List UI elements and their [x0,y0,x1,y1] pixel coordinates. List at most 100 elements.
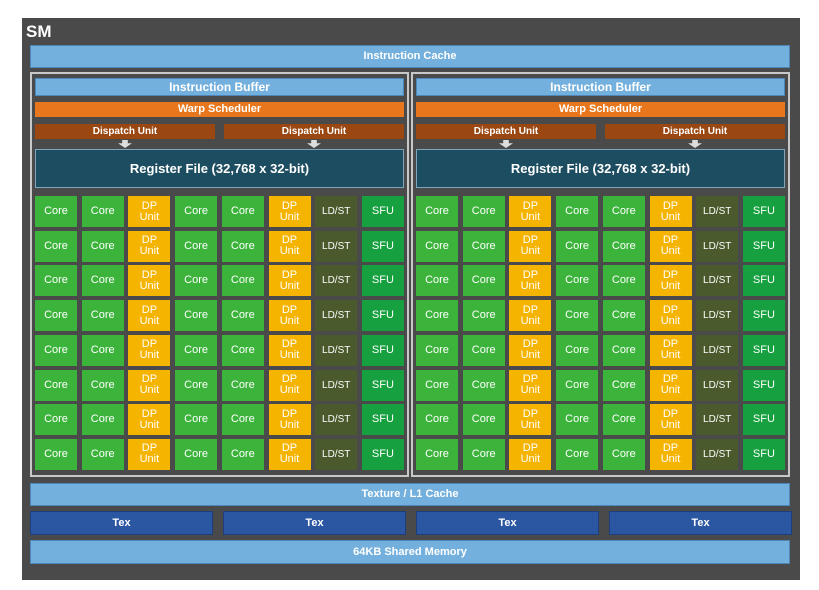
unit-cell: DP Unit [128,369,171,401]
unit-cell: DP Unit [268,369,311,401]
unit-cell: DP Unit [128,265,171,297]
unit-cell: Core [556,196,599,227]
unit-cell: DP Unit [509,265,552,297]
arrow [499,140,513,148]
unit-cell: Core [175,334,218,366]
unit-cell: SFU [742,196,785,227]
unit-cell: Core [81,438,124,470]
unit-cell: Core [602,196,645,227]
unit-cell: LD/ST [696,265,739,297]
unit-cell: Core [81,265,124,297]
instruction-cache: Instruction Cache [30,45,790,68]
unit-cell: Core [221,404,264,436]
unit-cell: DP Unit [268,300,311,332]
unit-cell: DP Unit [509,404,552,436]
unit-cell: Core [602,300,645,332]
unit-cell: DP Unit [509,438,552,470]
unit-cell: Core [81,230,124,262]
unit-cell: Core [221,196,264,227]
unit-cell: Core [556,230,599,262]
arrow [118,140,132,148]
unit-cell: DP Unit [509,334,552,366]
unit-cell: DP Unit [649,438,692,470]
texture-cache: Texture / L1 Cache [30,483,790,506]
unit-cell: SFU [742,404,785,436]
unit-cell: LD/ST [696,300,739,332]
unit-cell: SFU [742,300,785,332]
unit-cell: SFU [742,230,785,262]
unit-cell: SFU [361,196,404,227]
unit-cell: Core [462,230,505,262]
unit-cell: Core [35,196,77,227]
unit-cell: Core [416,196,458,227]
unit-cell: LD/ST [696,404,739,436]
unit-cell: Core [416,369,458,401]
unit-cell: Core [221,300,264,332]
tex-unit: Tex [609,511,792,535]
unit-cell: Core [221,230,264,262]
unit-cell: Core [602,265,645,297]
tex-unit: Tex [416,511,599,535]
unit-cell: LD/ST [315,300,358,332]
unit-cell: DP Unit [649,265,692,297]
processing-block [30,72,409,477]
unit-cell: SFU [361,369,404,401]
unit-cell: SFU [361,230,404,262]
unit-cell: DP Unit [649,196,692,227]
unit-cell: DP Unit [268,196,311,227]
unit-cell: DP Unit [128,404,171,436]
unit-cell: DP Unit [268,404,311,436]
unit-cell: SFU [361,334,404,366]
unit-cell: Core [35,300,77,332]
unit-cell: SFU [361,404,404,436]
dispatch-unit: Dispatch Unit [35,124,215,139]
unit-cell: Core [416,300,458,332]
unit-cell: Core [462,404,505,436]
unit-cell: DP Unit [649,230,692,262]
unit-cell: Core [556,369,599,401]
processing-block [411,72,790,477]
unit-cell: LD/ST [315,404,358,436]
unit-cell: DP Unit [649,404,692,436]
unit-cell: Core [35,230,77,262]
unit-cell: Core [556,404,599,436]
unit-cell: Core [221,369,264,401]
unit-cell: Core [175,369,218,401]
unit-cell: DP Unit [509,196,552,227]
unit-cell: Core [35,334,77,366]
unit-cell: Core [462,265,505,297]
warp-scheduler: Warp Scheduler [416,102,785,117]
unit-cell: Core [556,265,599,297]
unit-cell: DP Unit [128,196,171,227]
instruction-buffer: Instruction Buffer [416,78,785,96]
unit-cell: SFU [361,438,404,470]
unit-cell: SFU [361,265,404,297]
unit-cell: DP Unit [268,230,311,262]
unit-cell: Core [175,438,218,470]
unit-cell: Core [416,265,458,297]
unit-cell: Core [462,196,505,227]
unit-cell: Core [416,334,458,366]
unit-cell: Core [81,300,124,332]
unit-cell: Core [602,334,645,366]
unit-cell: Core [602,438,645,470]
unit-cell: Core [602,404,645,436]
unit-cell: Core [175,265,218,297]
unit-cell: Core [35,404,77,436]
unit-cell: DP Unit [128,438,171,470]
sm-label: SM [26,21,52,41]
unit-cell: LD/ST [315,196,358,227]
unit-cell: DP Unit [268,265,311,297]
unit-cell: Core [81,196,124,227]
unit-cell: Core [175,230,218,262]
unit-cell: Core [416,404,458,436]
dispatch-unit: Dispatch Unit [224,124,404,139]
unit-cell: DP Unit [649,369,692,401]
unit-cell: LD/ST [696,196,739,227]
unit-cell: Core [35,369,77,401]
unit-cell: DP Unit [128,300,171,332]
unit-cell: Core [462,438,505,470]
tex-unit: Tex [223,511,406,535]
unit-cell: Core [81,334,124,366]
dispatch-unit: Dispatch Unit [416,124,596,139]
